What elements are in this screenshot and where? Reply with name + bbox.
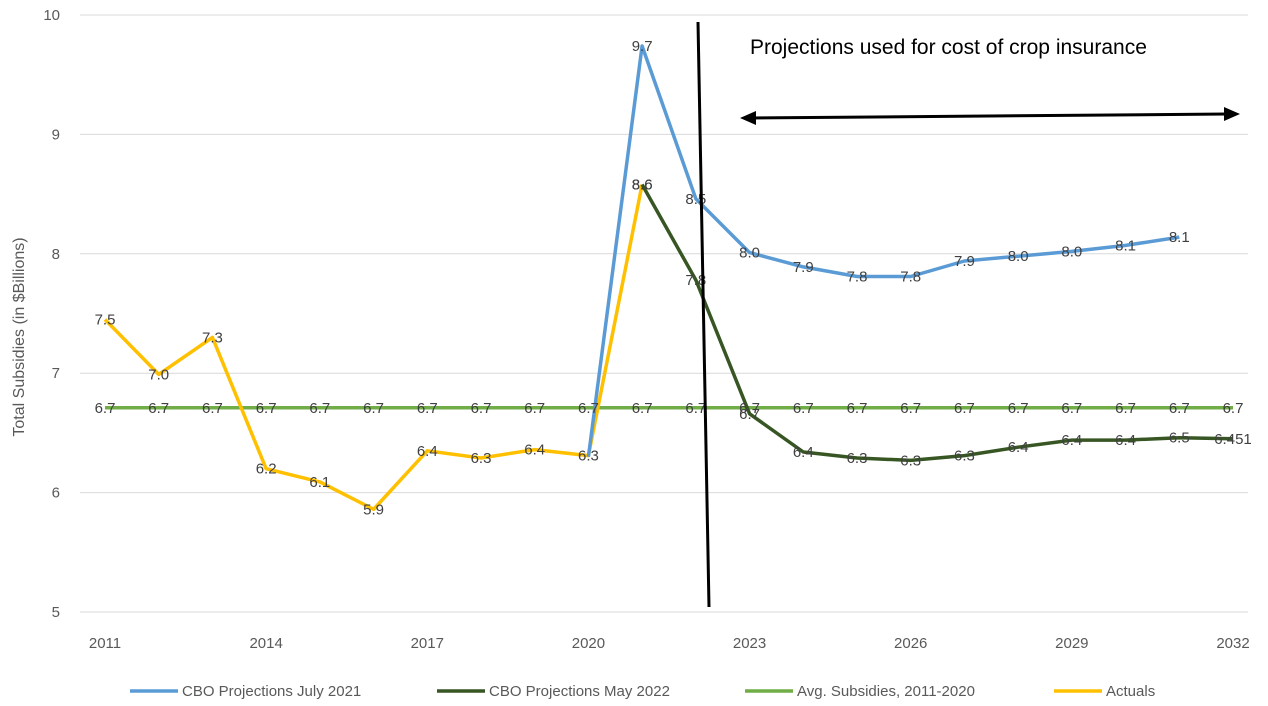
data-label: 6.7 — [1169, 400, 1190, 417]
legend-label: Avg. Subsidies, 2011-2020 — [797, 683, 975, 700]
data-label: 8.6 — [632, 177, 653, 194]
gridlines — [80, 14, 1248, 613]
data-label: 6.7 — [524, 400, 545, 417]
x-tick-label: 2011 — [89, 635, 121, 652]
data-label: 6.2 — [256, 461, 277, 478]
projection-divider-line — [696, 21, 711, 608]
data-label: 5.9 — [363, 501, 384, 518]
data-label: 6.7 — [900, 400, 921, 417]
data-label: 8.0 — [1008, 248, 1029, 265]
data-label: 7.3 — [202, 329, 223, 346]
data-label: 6.3 — [954, 448, 975, 465]
data-label: 6.4 — [1008, 439, 1029, 456]
data-label: 6.4 — [1115, 432, 1136, 449]
projection-annotation: Projections used for cost of crop insura… — [750, 36, 1147, 59]
legend-label: CBO Projections May 2022 — [489, 683, 670, 700]
x-tick-label: 2032 — [1216, 635, 1249, 652]
data-label: 6.7 — [1008, 400, 1029, 417]
data-label: 6.7 — [256, 400, 277, 417]
y-tick-label: 6 — [52, 485, 60, 502]
data-label: 6.7 — [793, 400, 814, 417]
data-label: 8.1 — [1115, 237, 1136, 254]
projection-span-arrow — [740, 107, 1240, 125]
data-label: 6.4 — [417, 443, 438, 460]
data-label: 6.7 — [847, 400, 868, 417]
data-label: 6.3 — [900, 452, 921, 469]
legend: CBO Projections July 2021 CBO Projections… — [130, 683, 1155, 700]
y-tick-label: 7 — [52, 365, 60, 382]
data-label: 6.4 — [1061, 432, 1082, 449]
data-label: 8.5 — [685, 191, 706, 208]
data-label: 6.3 — [471, 450, 492, 467]
series-lines — [103, 44, 1234, 512]
data-label: 6.7 — [739, 406, 760, 423]
y-tick-label: 10 — [43, 7, 60, 24]
data-label: 6.7 — [202, 400, 223, 417]
legend-label: CBO Projections July 2021 — [182, 683, 361, 700]
y-tick-label: 9 — [52, 126, 60, 143]
y-tick-labels: 5 6 7 8 9 10 — [43, 7, 60, 621]
x-tick-labels: 2011 2014 2017 2020 2023 2026 2029 2032 — [89, 635, 1250, 652]
data-label: 7.8 — [847, 268, 868, 285]
data-label: 6.4 — [524, 442, 545, 459]
data-label: 6.7 — [954, 400, 975, 417]
y-tick-label: 8 — [52, 246, 60, 263]
x-tick-label: 2014 — [249, 635, 282, 652]
y-axis-label: Total Subsidies (in $Billions) — [11, 237, 28, 436]
x-tick-label: 2017 — [411, 635, 444, 652]
data-label: 6.7 — [363, 400, 384, 417]
data-label: 7.5 — [95, 311, 116, 328]
data-label: 6.7 — [95, 400, 116, 417]
data-labels: 6.7 6.7 6.7 6.7 6.7 6.7 6.7 6.7 6.7 6.7 6.7 6.7 6.7 6… — [95, 38, 1252, 518]
data-label: 6.7 — [471, 400, 492, 417]
series-line-0 — [586, 44, 1180, 458]
x-tick-label: 2026 — [894, 635, 927, 652]
data-label: 6.7 — [417, 400, 438, 417]
data-label: 8.6 — [632, 177, 653, 194]
data-label: 6.7 — [739, 400, 760, 417]
data-label: 8.0 — [1061, 243, 1082, 260]
data-label: 6.7 — [1115, 400, 1136, 417]
x-tick-label: 2029 — [1055, 635, 1088, 652]
data-label: 6.3 — [578, 448, 599, 465]
data-label: 7.8 — [900, 268, 921, 285]
data-label: 6.7 — [632, 400, 653, 417]
data-label: 6.3 — [847, 450, 868, 467]
data-label: 6.7 — [1061, 400, 1082, 417]
data-label: 6.7 — [309, 400, 330, 417]
data-label: 6.7 — [578, 400, 599, 417]
data-label: 9.7 — [632, 38, 653, 55]
x-tick-label: 2020 — [572, 635, 605, 652]
data-label: 6.451 — [1214, 431, 1252, 448]
data-label: 8.1 — [1169, 229, 1190, 246]
x-tick-label: 2023 — [733, 635, 766, 652]
data-label: 6.5 — [1169, 430, 1190, 447]
data-label: 7.9 — [954, 253, 975, 270]
data-label: 7.9 — [793, 259, 814, 276]
data-label: 8.0 — [739, 245, 760, 262]
data-label: 6.1 — [309, 474, 330, 491]
data-label: 6.4 — [793, 444, 814, 461]
series-line-1 — [640, 183, 1234, 463]
data-label: 6.7 — [685, 400, 706, 417]
data-label: 6.7 — [1223, 400, 1244, 417]
series-line-3 — [103, 184, 644, 512]
data-label: 7.0 — [148, 366, 169, 383]
data-label: 6.7 — [148, 400, 169, 417]
legend-label: Actuals — [1106, 683, 1155, 700]
data-label: 7.8 — [685, 272, 706, 289]
y-tick-label: 5 — [52, 604, 60, 621]
